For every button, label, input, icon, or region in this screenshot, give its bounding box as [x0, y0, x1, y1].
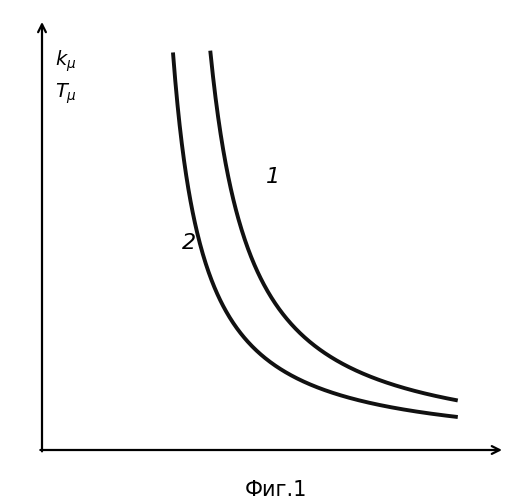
Text: $T_{\mu}$: $T_{\mu}$	[55, 82, 77, 106]
Text: 1: 1	[266, 166, 280, 186]
Text: 2: 2	[182, 233, 196, 253]
Text: $k_{\mu}$: $k_{\mu}$	[55, 48, 77, 74]
Text: Фиг.1: Фиг.1	[245, 480, 307, 500]
